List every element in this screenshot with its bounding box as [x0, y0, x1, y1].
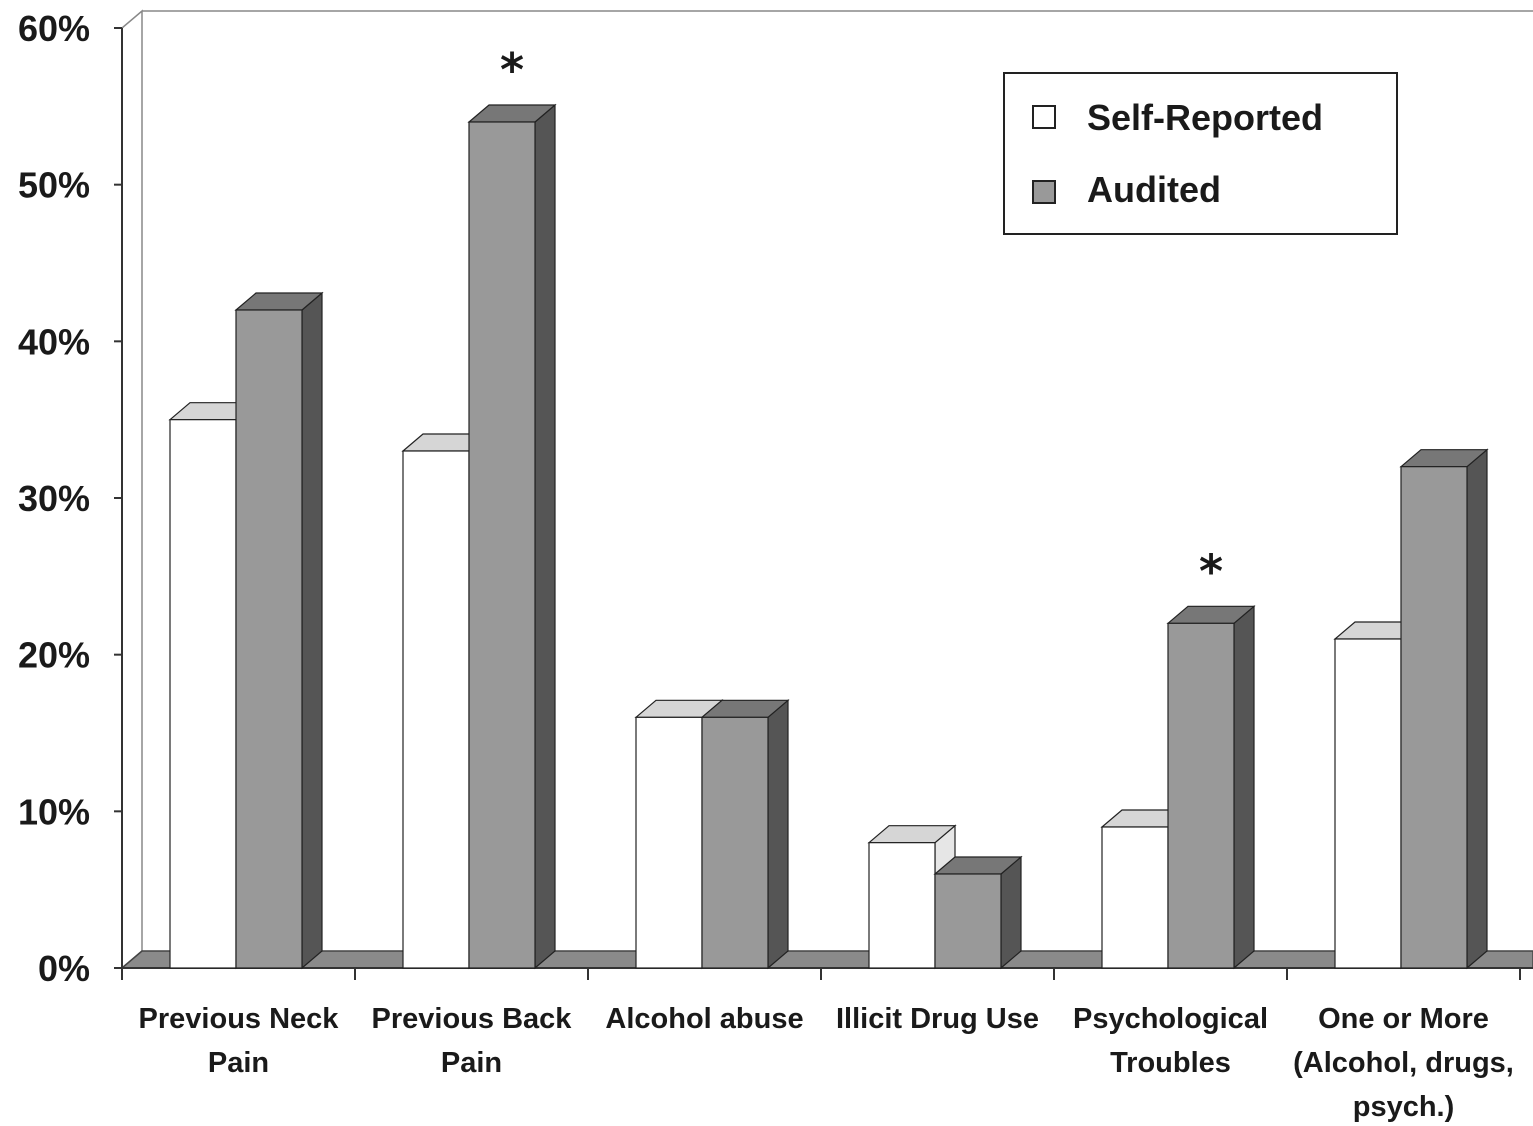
bar-side-face: [767, 699, 789, 970]
floor-plane: [119, 950, 1533, 969]
bar-front-face: [1334, 638, 1402, 969]
bar-side-face: [1233, 605, 1255, 970]
bar-front-face: [701, 716, 769, 969]
chart-floor: [119, 950, 1533, 969]
bar-audited-0: [234, 291, 324, 970]
annotations: **: [500, 43, 1223, 598]
bar-audited-3: [933, 855, 1023, 970]
bar-front-face: [934, 873, 1002, 969]
significance-asterisk: *: [1199, 544, 1223, 598]
y-tick-label: 50%: [18, 165, 90, 206]
bar-front-face: [1400, 466, 1468, 969]
y-tick-label: 30%: [18, 478, 90, 519]
bar-side-face: [1000, 855, 1022, 970]
y-tick-label: 40%: [18, 321, 90, 362]
x-category-label: Alcohol abuse: [605, 1003, 803, 1035]
bar-front-face: [1167, 622, 1235, 969]
bar-front-face: [868, 842, 936, 969]
x-axis-labels: Previous Neck Pain Previous Back Pain Alcoho…: [139, 1003, 1514, 1123]
side-wall: [121, 9, 143, 970]
y-tick-label: 60%: [18, 8, 90, 49]
bar-audited-1: [467, 103, 557, 970]
bar-front-face: [402, 450, 470, 969]
legend-label-self-reported: Self-Reported: [1087, 97, 1323, 138]
x-category-label: Psychological Troubles: [1073, 1003, 1268, 1079]
bar-front-face: [635, 716, 703, 969]
bar-audited-2: [700, 699, 790, 970]
x-category-label: One or More (Alcohol, drugs, psych.): [1293, 1003, 1514, 1123]
bar-side-face: [301, 291, 323, 970]
bar-front-face: [1101, 826, 1169, 969]
legend: Self-Reported Audited: [1003, 72, 1398, 235]
legend-swatch-self-reported: [1032, 105, 1056, 129]
x-category-label: Illicit Drug Use: [836, 1003, 1039, 1035]
legend-box: [1003, 72, 1398, 235]
bar-front-face: [169, 419, 237, 969]
legend-label-audited: Audited: [1087, 169, 1221, 210]
y-axis: 0% 10% 20% 30% 40% 50% 60%: [18, 8, 1533, 989]
bar-side-face: [1466, 448, 1488, 970]
bar-front-face: [468, 121, 536, 969]
x-category-label: Previous Back Pain: [372, 1003, 573, 1079]
bar-audited-5: [1399, 448, 1489, 970]
y-tick-label: 0%: [38, 948, 90, 989]
bar-front-face: [235, 309, 303, 969]
x-category-label: Previous Neck Pain: [139, 1003, 340, 1079]
y-tick-label: 10%: [18, 791, 90, 832]
legend-swatch-audited: [1032, 180, 1056, 204]
significance-asterisk: *: [500, 43, 524, 97]
y-tick-label: 20%: [18, 635, 90, 676]
bar-side-face: [534, 103, 556, 970]
bars: [168, 103, 1489, 970]
bar-audited-4: [1166, 605, 1256, 970]
